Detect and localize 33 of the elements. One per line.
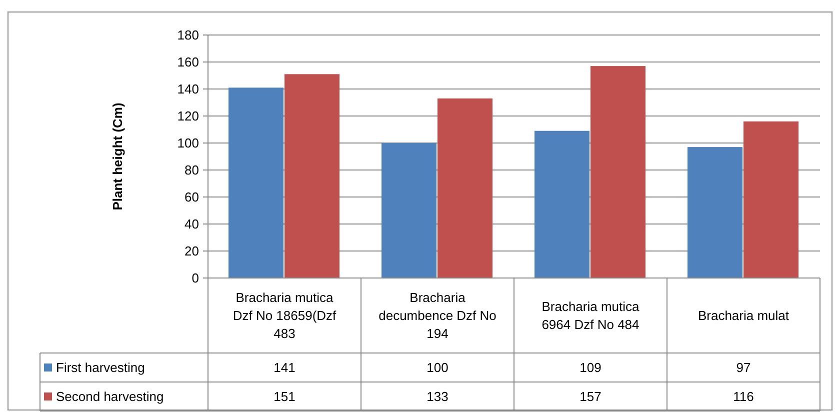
y-tick-label: 100 — [177, 136, 199, 151]
legend-label: First harvesting — [56, 360, 145, 376]
y-tick-label: 40 — [184, 216, 199, 232]
bar — [228, 88, 284, 278]
x-tick-label: Bracharia mutica Dzf No 18659(Dzf 483 — [232, 290, 337, 342]
bar — [744, 121, 798, 278]
bar — [438, 98, 492, 278]
data-label: 151 — [274, 389, 296, 404]
x-tick-label: Bracharia mulat — [698, 308, 790, 324]
bar — [590, 66, 646, 278]
y-tick-label: 120 — [177, 108, 199, 124]
y-axis-title: Plant height (Cm) — [110, 102, 125, 210]
y-tick-label: 0 — [192, 270, 199, 286]
bar — [382, 143, 436, 278]
y-tick-label: 180 — [177, 28, 199, 43]
bar — [284, 74, 340, 278]
legend-label: Second harvesting — [56, 389, 164, 404]
y-tick-label: 20 — [184, 244, 199, 259]
y-tick-label: 80 — [184, 162, 199, 178]
y-tick-label: 160 — [177, 54, 199, 70]
bar — [688, 147, 742, 278]
data-label: 100 — [426, 360, 448, 376]
y-tick-label: 140 — [177, 82, 199, 97]
bar — [534, 130, 590, 278]
data-label: 157 — [580, 389, 602, 404]
data-label: 116 — [733, 389, 754, 404]
data-label: 97 — [736, 360, 751, 376]
x-tick-label: Bracharia mutica 6964 Dzf No 484 — [542, 299, 640, 332]
data-label: 109 — [580, 360, 602, 376]
data-label: 141 — [274, 360, 296, 376]
y-tick-label: 60 — [184, 190, 199, 205]
x-tick-label: Bracharia decumbence Dzf No 194 — [378, 290, 496, 342]
data-label: 133 — [426, 389, 448, 404]
